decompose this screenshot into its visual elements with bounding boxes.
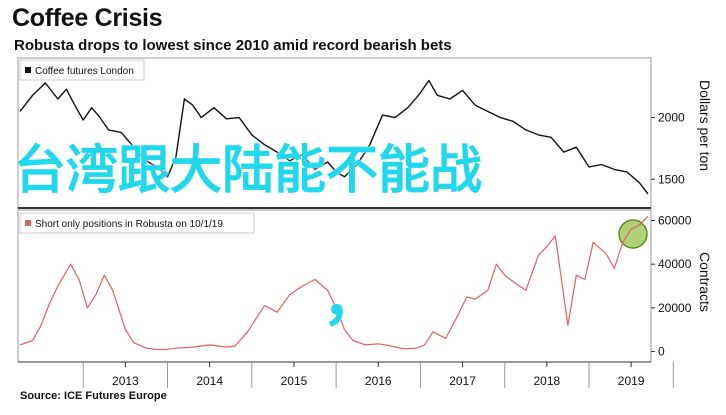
- y-tick-label: 0: [658, 344, 665, 358]
- latest-value-highlight: [618, 219, 648, 249]
- x-tick-label: 2015: [281, 374, 308, 388]
- price-axis-label: Dollars per ton: [697, 80, 713, 171]
- price-legend-box: [19, 59, 145, 81]
- x-tick-label: 2013: [112, 374, 139, 388]
- x-tick-label: 2014: [196, 374, 223, 388]
- y-tick-label: 60000: [658, 214, 692, 228]
- y-tick-label: 40000: [658, 257, 692, 271]
- price-legend-swatch: [25, 67, 31, 73]
- series-line-1-0: [19, 215, 649, 351]
- source-note: Source: ICE Futures Europe: [20, 390, 167, 402]
- y-tick-label: 20000: [658, 301, 692, 315]
- positions-axis-label: Contracts: [697, 252, 713, 312]
- y-tick-label: 2000: [658, 111, 685, 125]
- positions-legend-box: [19, 212, 255, 234]
- positions-legend-swatch: [25, 220, 31, 226]
- positions-legend-label: Short only positions in Robusta on 10/1/…: [35, 219, 223, 230]
- series-line-0-0: [19, 79, 649, 195]
- chart-title: Coffee Crisis: [12, 4, 163, 32]
- x-tick-label: 2018: [533, 374, 560, 388]
- x-tick-label: 2016: [365, 374, 392, 388]
- x-tick-label: 2017: [449, 374, 476, 388]
- y-tick-label: 1500: [658, 172, 685, 186]
- overlay-comma: ，: [322, 264, 382, 334]
- x-tick-label: 2019: [618, 374, 645, 388]
- price-legend-label: Coffee futures London: [35, 66, 134, 77]
- chart-subtitle: Robusta drops to lowest since 2010 amid …: [14, 37, 452, 54]
- overlay-text: 台湾跟大陆能不能战: [14, 141, 483, 201]
